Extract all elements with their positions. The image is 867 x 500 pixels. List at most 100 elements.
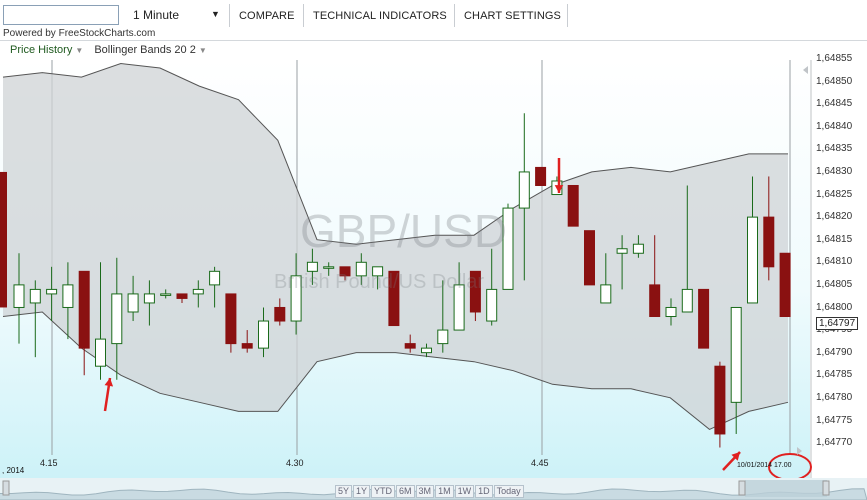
navigator-handle-window (738, 480, 746, 496)
y-tick-label: 1,64780 (816, 392, 853, 403)
lower-band-line (2, 311, 789, 430)
y-tick-label: 1,64805 (816, 279, 853, 290)
y-tick-label: 1,64800 (816, 301, 853, 313)
range-today-button[interactable]: Today (493, 485, 524, 498)
candle (388, 270, 400, 327)
y-tick-label: 1,64790 (816, 346, 853, 358)
navigator-handle-left (2, 480, 10, 496)
range-6m-button[interactable]: 6M (396, 485, 415, 498)
candle (649, 284, 661, 318)
navigator-window (745, 480, 827, 497)
candle (698, 288, 710, 349)
chevron-down-icon[interactable]: ▼ (198, 46, 207, 55)
y-tick-label: 1,64815 (816, 233, 853, 245)
bollinger-bands-menu[interactable]: Bollinger Bands 20 2 (94, 44, 196, 56)
candle (665, 306, 677, 318)
candle (616, 248, 628, 254)
candle (421, 347, 432, 354)
watermark-name: British Pound/US Dollar (274, 271, 485, 293)
divider (0, 40, 867, 41)
symbol-input[interactable] (3, 5, 119, 25)
candle (453, 284, 465, 331)
candle (681, 288, 693, 313)
arrow-head (104, 378, 114, 387)
navigator-handle-right (822, 480, 830, 496)
candle (486, 288, 498, 322)
candle (372, 266, 384, 277)
x-tick-label: 4.30 (286, 458, 304, 468)
candle (502, 207, 514, 290)
candle (518, 171, 530, 209)
bollinger-band-fill (3, 63, 788, 430)
candle (779, 252, 791, 318)
y-tick-label: 1,64845 (816, 98, 853, 110)
candle (290, 275, 302, 322)
candle (632, 243, 644, 254)
x-tick-label: 4.45 (531, 458, 549, 468)
x-tick-label: 4.15 (40, 458, 58, 468)
candle (62, 284, 74, 308)
toolbar: 1 Minute ▼ COMPARE TECHNICAL INDICATORS … (0, 0, 867, 30)
candle (306, 261, 318, 272)
range-3m-button[interactable]: 3M (415, 485, 435, 498)
candle (95, 338, 106, 367)
technical-indicators-button[interactable]: TECHNICAL INDICATORS (313, 10, 447, 22)
chart-settings-button[interactable]: CHART SETTINGS (464, 10, 561, 22)
y-tick-label: 1,64785 (816, 369, 853, 381)
candle (437, 329, 449, 345)
range-1m-button[interactable]: 1M (435, 485, 454, 498)
arrow-head (731, 452, 740, 461)
candle (46, 288, 58, 295)
y-tick-label: 1,64840 (816, 120, 853, 132)
powered-by-text: Powered by FreeStockCharts.com (3, 28, 156, 39)
candle (339, 266, 351, 277)
upper-band-line (2, 62, 788, 245)
candle (29, 288, 41, 304)
candle (323, 266, 335, 269)
candle (714, 365, 726, 435)
price-history-menu[interactable]: Price History (10, 44, 73, 56)
toolbar-divider (303, 4, 304, 27)
range-5y-button[interactable]: 5Y (335, 485, 353, 498)
hover-date-label: 10/01/2014 17.00 (737, 462, 792, 469)
chevron-down-icon[interactable]: ▼ (211, 9, 220, 19)
candle (192, 288, 204, 295)
chevron-down-icon[interactable]: ▼ (75, 46, 84, 55)
y-tick-label: 1,64825 (816, 188, 853, 200)
candle (730, 306, 742, 403)
toolbar-divider (454, 4, 455, 27)
toolbar-divider (567, 4, 568, 27)
axis-background (810, 60, 867, 478)
range-1y-button[interactable]: 1Y (353, 485, 371, 498)
range-1d-button[interactable]: 1D (475, 485, 493, 498)
candle (127, 293, 139, 313)
candle (274, 306, 286, 322)
candle (567, 184, 579, 227)
candle (160, 293, 172, 296)
scroll-marker (797, 447, 802, 455)
study-bar: Price History ▼ Bollinger Bands 20 2 ▼ (10, 44, 207, 56)
candle (747, 216, 758, 304)
y-tick-label: 1,64810 (816, 256, 853, 268)
range-1w-button[interactable]: 1W (454, 485, 475, 498)
y-tick-label: 1,64830 (816, 166, 853, 177)
y-tick-label: 1,64820 (816, 211, 853, 223)
candle (111, 293, 123, 345)
y-tick-label: 1,64855 (816, 53, 853, 64)
toolbar-divider (229, 4, 230, 27)
y-tick-label: 1,64770 (816, 437, 853, 449)
interval-select[interactable]: 1 Minute (133, 8, 180, 22)
date-label-truncated: , 2014 (2, 466, 25, 475)
y-tick-label: 1,64775 (816, 414, 853, 426)
candle (13, 284, 25, 308)
range-buttons: 5Y 1Y YTD 6M 3M 1M 1W 1D Today (335, 485, 525, 498)
compare-button[interactable]: COMPARE (239, 10, 295, 22)
arrow-head (554, 185, 564, 193)
candle (600, 284, 612, 304)
scroll-marker (803, 66, 808, 74)
candle (258, 320, 269, 349)
candle (78, 270, 90, 349)
range-ytd-button[interactable]: YTD (371, 485, 396, 498)
y-tick-label: 1,64835 (816, 143, 853, 155)
